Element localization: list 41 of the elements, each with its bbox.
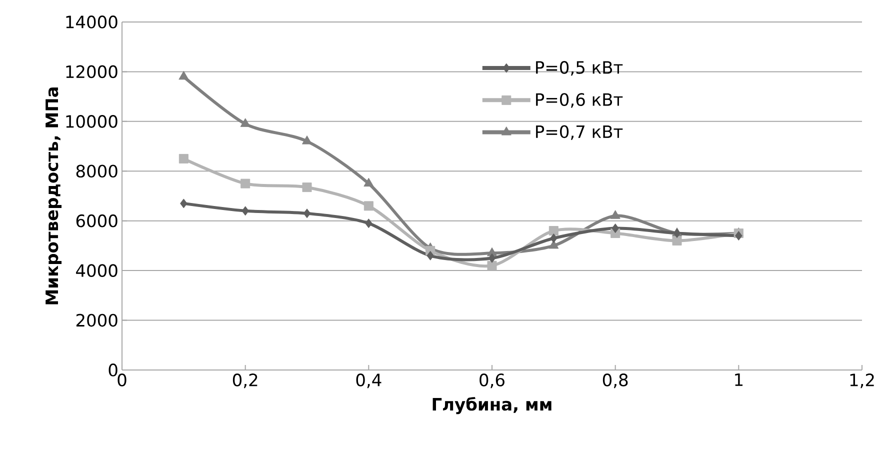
- point: [365, 218, 372, 228]
- point: [487, 260, 497, 270]
- point: [735, 231, 742, 241]
- point: [242, 206, 249, 216]
- point: [488, 253, 496, 263]
- point: [550, 233, 558, 243]
- x-tick-label: 0: [118, 374, 126, 386]
- point: [672, 236, 682, 246]
- point: [612, 224, 619, 234]
- point: [178, 154, 188, 164]
- y-tick-label: 14000: [66, 16, 118, 28]
- legend-label: P=0,5 кВт: [536, 60, 623, 76]
- y-tick-label: 10000: [66, 114, 118, 128]
- point: [610, 210, 620, 219]
- point: [303, 208, 311, 218]
- point: [548, 226, 558, 236]
- point: [180, 198, 188, 208]
- point: [364, 178, 374, 187]
- point: [302, 182, 312, 192]
- legend-label: P=0,7 кВт: [536, 125, 623, 140]
- x-tick-label: 0,8: [602, 374, 628, 388]
- x-axis-title: Глубина, мм: [432, 396, 552, 414]
- x-tick-label: 1: [735, 374, 743, 386]
- y-axis-title: Микротвердость, МПа: [46, 88, 62, 304]
- point: [240, 178, 250, 188]
- x-tick-label: 0,2: [232, 374, 258, 388]
- y-tick-label: 4000: [76, 264, 118, 277]
- point: [240, 118, 250, 127]
- x-tick-label: 0,4: [356, 374, 382, 388]
- point: [364, 201, 374, 211]
- point: [178, 70, 189, 80]
- point: [426, 250, 434, 260]
- y-tick-label: 8000: [76, 164, 118, 178]
- y-tick-label: 12000: [66, 65, 118, 78]
- y-tick-label: 6000: [76, 214, 118, 228]
- x-tick-label: 0,6: [480, 374, 504, 388]
- y-tick-label: 2000: [76, 314, 118, 327]
- legend-label: P=0,6 кВт: [536, 93, 623, 108]
- point: [302, 136, 312, 144]
- x-tick-label: 1,2: [850, 374, 874, 388]
- y-tick-label: 0: [108, 364, 118, 376]
